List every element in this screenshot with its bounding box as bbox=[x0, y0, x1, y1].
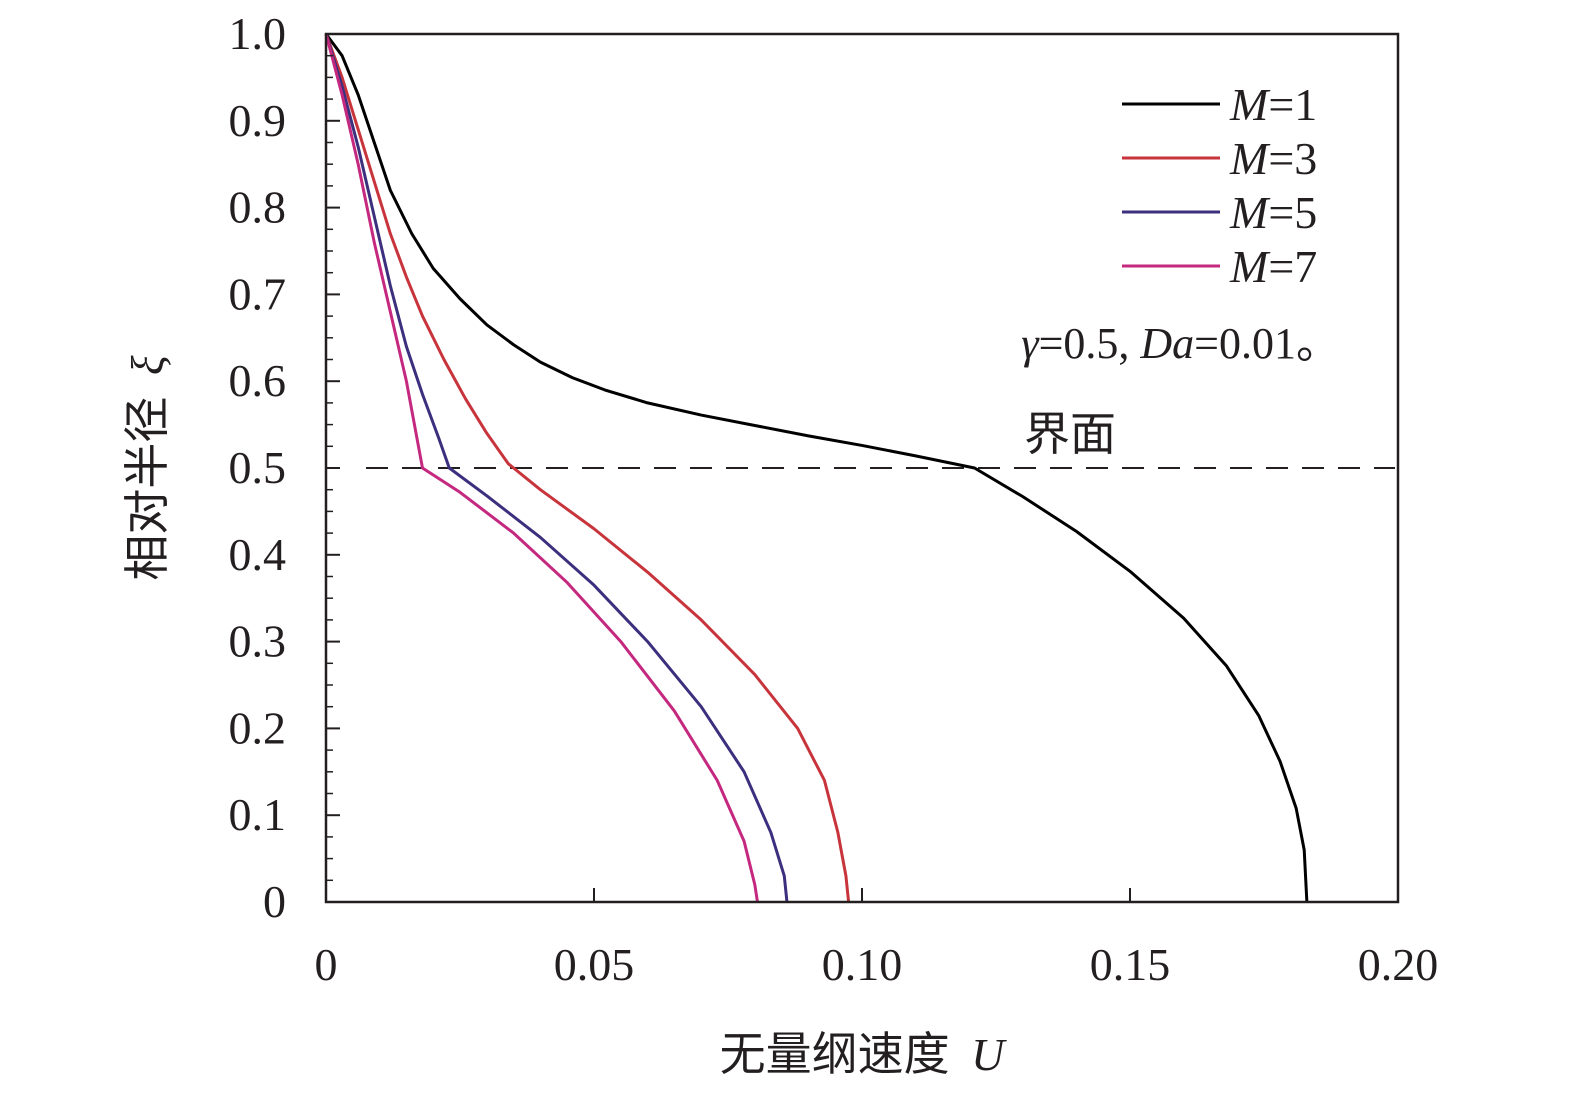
series-line-m7 bbox=[324, 33, 759, 903]
y-tick-label: 0.7 bbox=[229, 268, 287, 319]
parameter-annotation: γ=0.5, Da=0.01。 bbox=[1021, 319, 1340, 368]
legend-label: M=1 bbox=[1229, 79, 1317, 130]
tick-layer bbox=[325, 33, 1399, 903]
y-axis-title: 相对半径 ξ bbox=[122, 355, 173, 581]
series-line-m1 bbox=[324, 33, 1309, 903]
series-line-m5 bbox=[324, 33, 789, 903]
y-tick-label: 0.3 bbox=[229, 616, 287, 667]
series-line-m3 bbox=[324, 33, 851, 903]
legend-label: M=7 bbox=[1229, 241, 1317, 292]
x-axis-title: 无量纲速度 U bbox=[720, 1029, 1008, 1080]
y-tick-label: 0.4 bbox=[229, 529, 287, 580]
y-axis-title-text: 相对半径 bbox=[122, 397, 173, 581]
y-tick-label: 0.6 bbox=[229, 355, 287, 406]
legend-label: M=5 bbox=[1229, 187, 1317, 238]
x-tick-label: 0.20 bbox=[1358, 939, 1439, 990]
y-tick-label: 1.0 bbox=[229, 8, 287, 59]
legend-label-var: M bbox=[1229, 187, 1271, 238]
annotation-part: =0.01。 bbox=[1194, 319, 1340, 368]
y-tick-label: 0.5 bbox=[229, 442, 287, 493]
x-tick-label: 0.10 bbox=[822, 939, 903, 990]
interface-label: 界面 bbox=[1024, 409, 1116, 460]
y-tick-label: 0.9 bbox=[229, 95, 287, 146]
legend-label-value: =1 bbox=[1268, 79, 1317, 130]
y-tick-label: 0.1 bbox=[229, 789, 287, 840]
y-tick-label: 0.8 bbox=[229, 182, 287, 233]
legend-label-var: M bbox=[1229, 133, 1271, 184]
annotation-part: Da bbox=[1139, 319, 1194, 368]
y-axis-title-symbol: ξ bbox=[122, 355, 173, 375]
legend: M=1M=3M=5M=7 bbox=[1122, 79, 1317, 292]
annotation-part: γ bbox=[1021, 319, 1040, 368]
x-axis-title-symbol: U bbox=[971, 1029, 1007, 1080]
x-tick-label: 0.15 bbox=[1090, 939, 1171, 990]
legend-label-value: =5 bbox=[1268, 187, 1317, 238]
legend-label-var: M bbox=[1229, 79, 1271, 130]
annotation-part: =0.5, bbox=[1039, 319, 1141, 368]
series-layer bbox=[324, 33, 1309, 903]
y-tick-label: 0 bbox=[263, 876, 286, 927]
legend-label-var: M bbox=[1229, 241, 1271, 292]
x-tick-label: 0 bbox=[315, 939, 338, 990]
legend-label: M=3 bbox=[1229, 133, 1317, 184]
legend-label-value: =3 bbox=[1268, 133, 1317, 184]
x-tick-label: 0.05 bbox=[554, 939, 635, 990]
tick-label-layer: 0 0.1 0.2 0.3 0.4 0.5 0.6 0.7 0.8 0.9 1.0 0 0.05 0.10… bbox=[229, 8, 1439, 990]
y-tick-label: 0.2 bbox=[229, 702, 287, 753]
legend-label-value: =7 bbox=[1268, 241, 1317, 292]
x-axis-title-text: 无量纲速度 bbox=[720, 1029, 950, 1080]
